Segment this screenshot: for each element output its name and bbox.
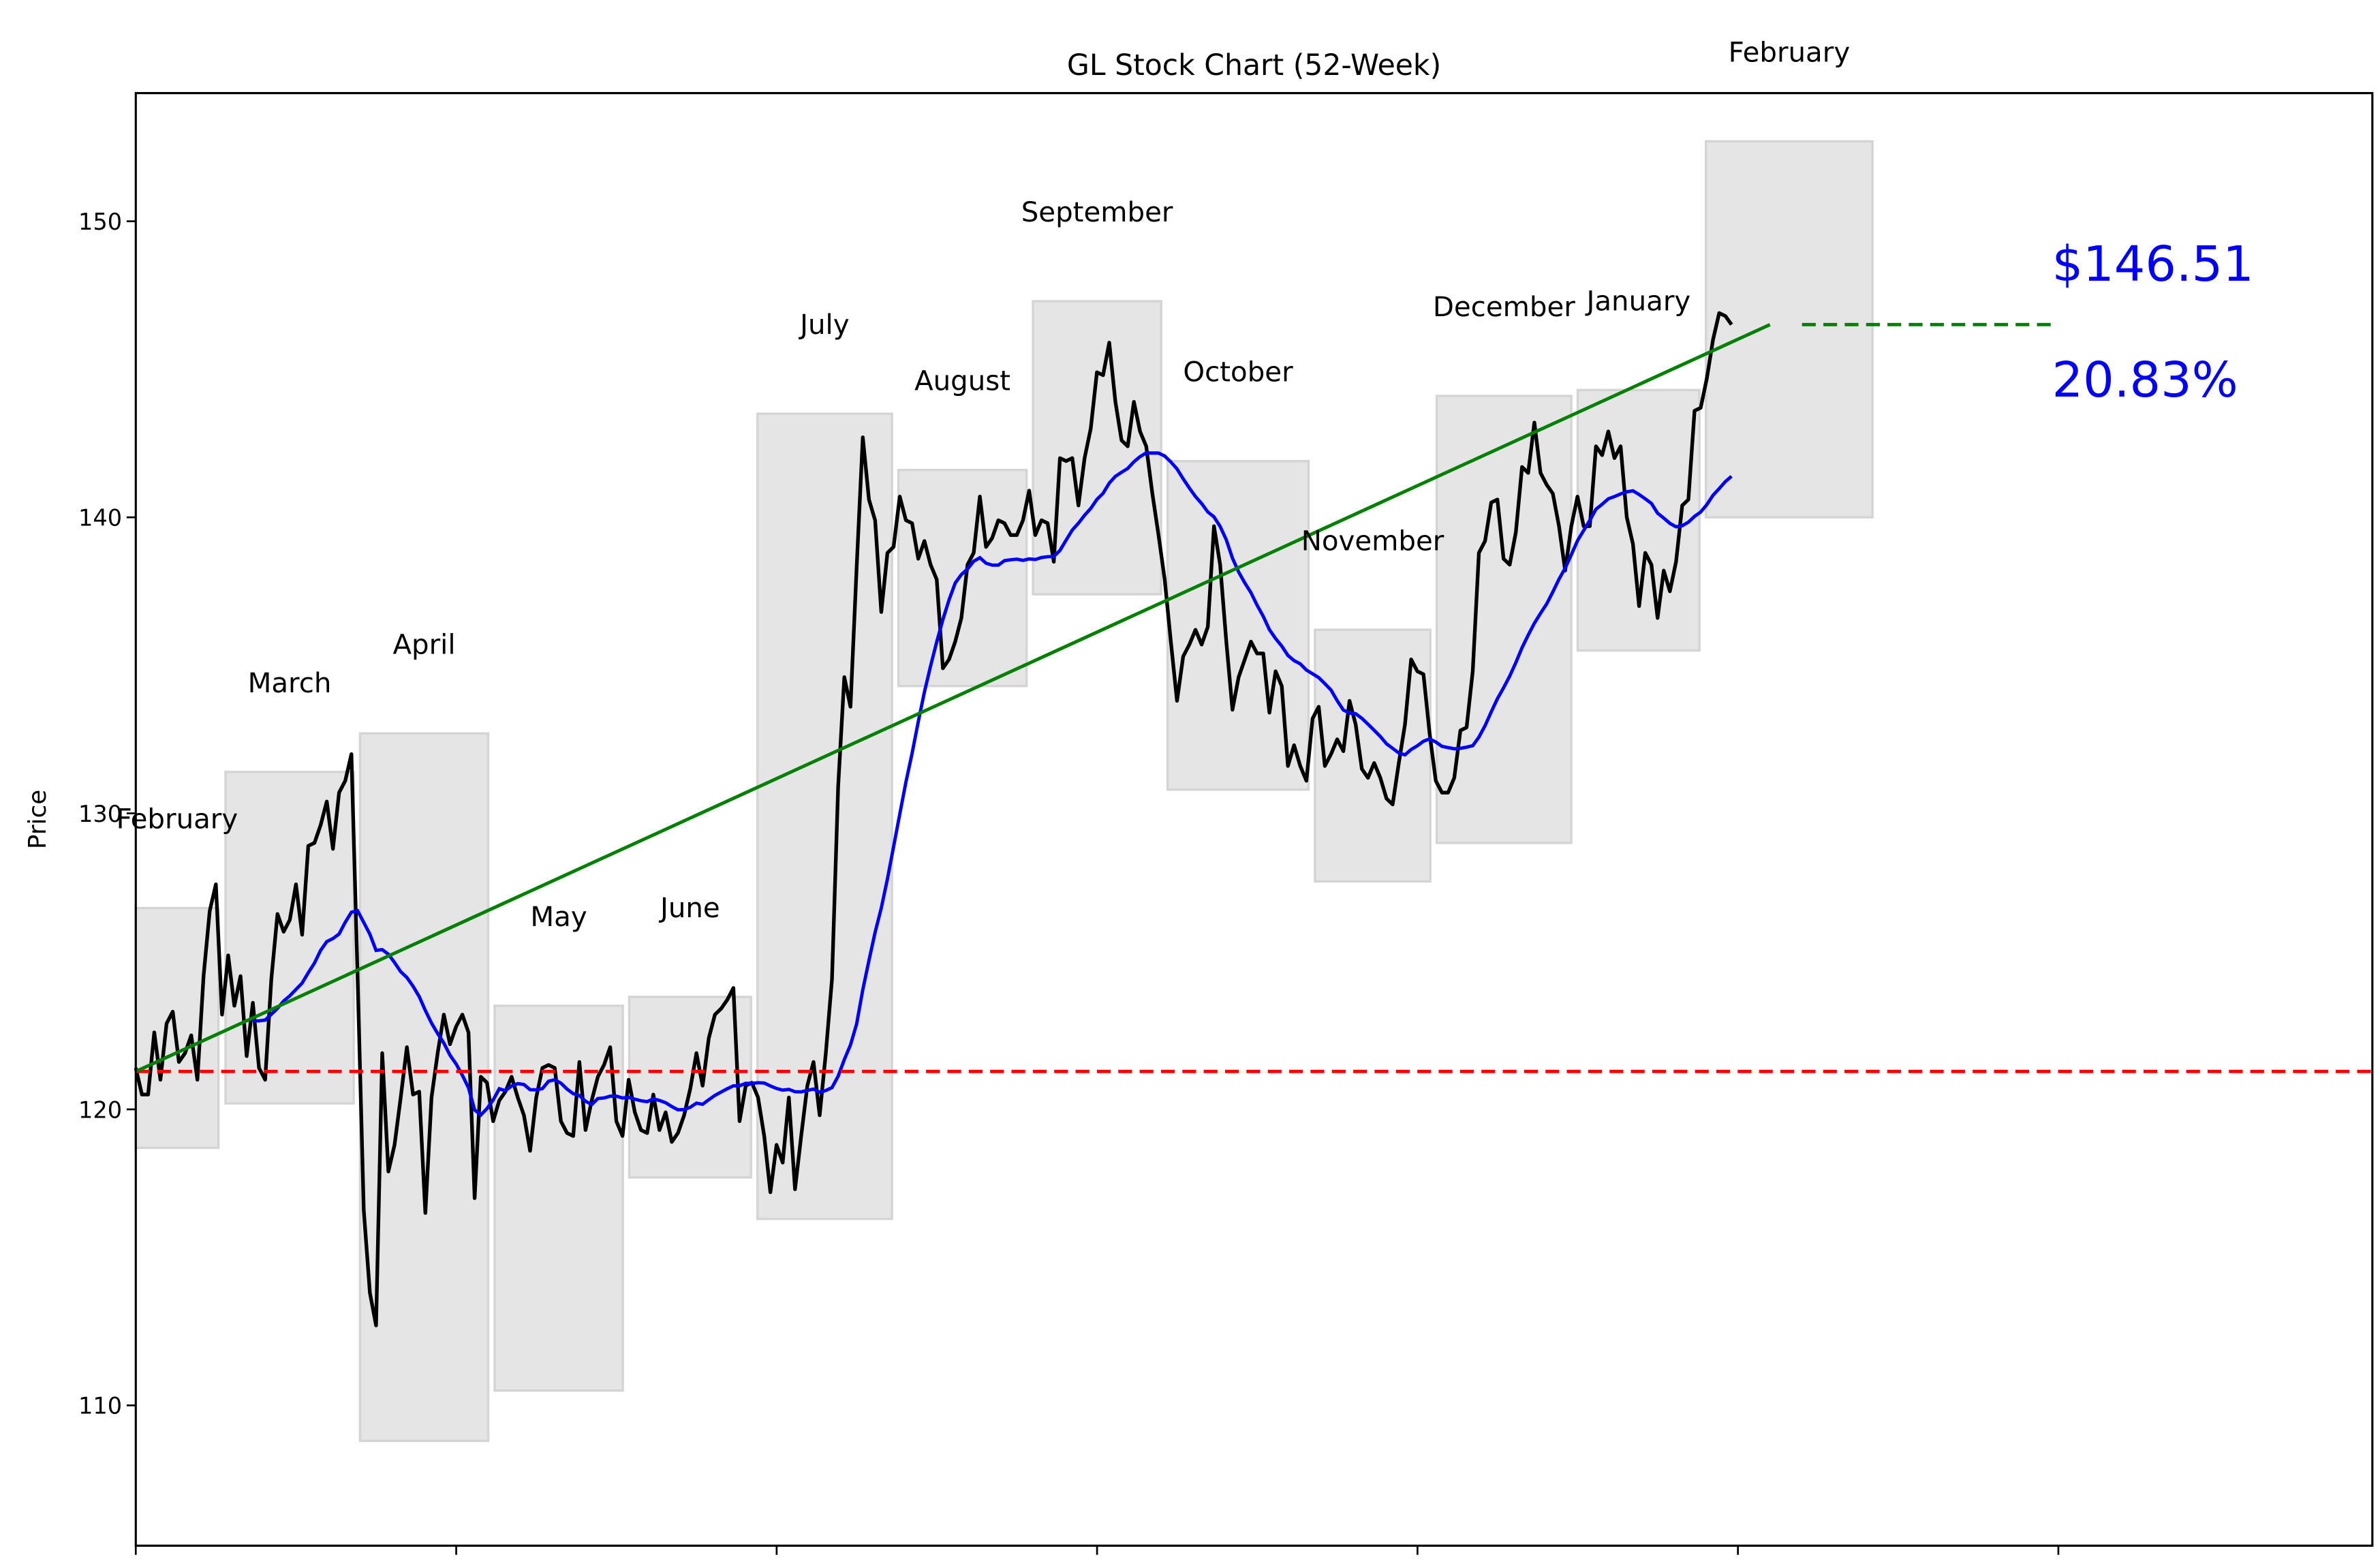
month-box	[756, 412, 893, 1220]
month-label: January	[1584, 285, 1690, 317]
month-label: February	[1729, 37, 1851, 69]
month-label: November	[1301, 525, 1444, 557]
y-tick-label: 140	[78, 504, 122, 531]
y-tick-label: 130	[78, 801, 122, 827]
month-box	[1435, 395, 1573, 844]
y-tick-label: 150	[78, 209, 122, 235]
month-label: June	[658, 892, 720, 924]
plot-frame	[134, 92, 2374, 1547]
trend-line	[135, 323, 1771, 1073]
month-label: August	[914, 365, 1010, 397]
month-label: April	[392, 628, 455, 660]
month-label: October	[1183, 356, 1293, 388]
month-label: May	[530, 901, 587, 933]
y-tick-label: 110	[78, 1393, 122, 1419]
annotation-text: 20.83%	[2052, 351, 2238, 408]
month-label: March	[248, 667, 332, 699]
month-box	[897, 468, 1028, 688]
y-tick-label: 120	[78, 1096, 122, 1123]
series-lines	[134, 311, 2373, 1327]
month-labels: February March April May June July August Septe…	[117, 37, 2254, 933]
month-box	[1704, 140, 1874, 519]
axes: 110 120 130 140 150	[78, 92, 2374, 1555]
month-label: February	[117, 803, 238, 835]
annotation-text: $146.51	[2052, 235, 2254, 292]
price-line	[134, 311, 1733, 1327]
moving-average-line	[253, 451, 1733, 1118]
chart-title: GL Stock Chart (52-Week)	[1067, 49, 1441, 82]
month-label: July	[798, 309, 849, 341]
month-boxes	[134, 140, 1874, 1443]
month-label: September	[1021, 196, 1173, 228]
y-axis-label: Price	[24, 790, 52, 849]
month-label: December	[1433, 291, 1575, 323]
